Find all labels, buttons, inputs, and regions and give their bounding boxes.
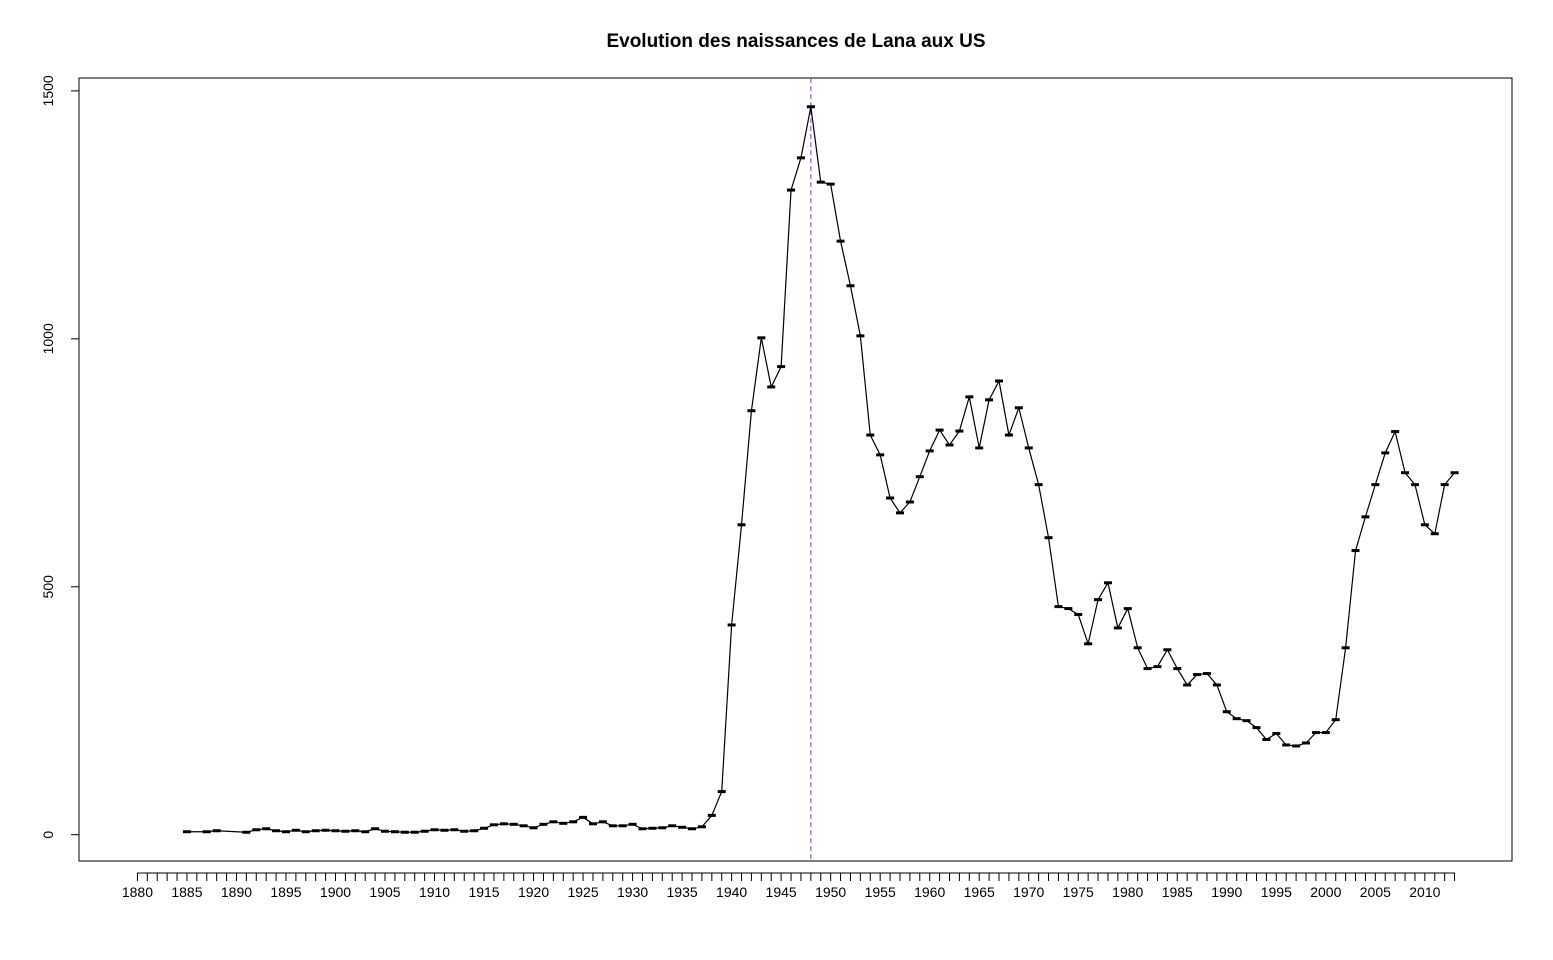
x-tick-label: 1895 xyxy=(270,884,301,900)
x-tick-label: 1920 xyxy=(518,884,549,900)
x-tick-label: 2010 xyxy=(1409,884,1440,900)
x-tick-label: 1905 xyxy=(369,884,400,900)
x-tick-label: 1930 xyxy=(617,884,648,900)
x-tick-label: 1990 xyxy=(1211,884,1242,900)
x-tick-label: 2005 xyxy=(1360,884,1391,900)
x-tick-label: 1900 xyxy=(320,884,351,900)
x-tick-label: 1945 xyxy=(766,884,797,900)
x-tick-label: 1925 xyxy=(567,884,598,900)
x-tick-label: 1890 xyxy=(221,884,252,900)
plot-frame xyxy=(78,77,1513,862)
chart-title: Evolution des naissances de Lana aux US xyxy=(606,31,985,52)
x-tick-label: 1910 xyxy=(419,884,450,900)
x-tick-label: 1940 xyxy=(716,884,747,900)
x-tick-label: 1955 xyxy=(865,884,896,900)
x-tick-label: 2000 xyxy=(1310,884,1341,900)
x-tick-label: 1995 xyxy=(1261,884,1292,900)
y-tick-label: 1500 xyxy=(40,75,56,106)
y-tick-label: 1000 xyxy=(40,323,56,354)
x-tick-label: 1975 xyxy=(1063,884,1094,900)
x-tick-label: 1980 xyxy=(1112,884,1143,900)
x-tick-label: 1970 xyxy=(1013,884,1044,900)
x-tick-label: 1960 xyxy=(914,884,945,900)
y-tick-label: 500 xyxy=(40,575,56,599)
x-tick-label: 1950 xyxy=(815,884,846,900)
x-tick-label: 1985 xyxy=(1162,884,1193,900)
x-tick-label: 1935 xyxy=(667,884,698,900)
x-tick-label: 1965 xyxy=(964,884,995,900)
x-tick-label: 1880 xyxy=(122,884,153,900)
y-tick-label: 0 xyxy=(40,831,56,839)
x-tick-label: 1915 xyxy=(468,884,499,900)
x-tick-label: 1885 xyxy=(171,884,202,900)
data-line xyxy=(186,106,1456,833)
